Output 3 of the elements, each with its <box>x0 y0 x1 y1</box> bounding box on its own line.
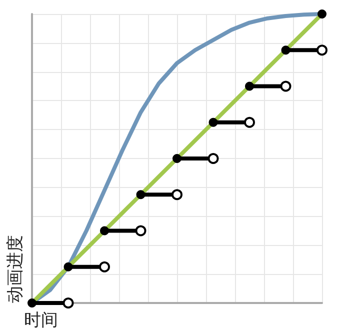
x-axis-title: 时间 <box>24 310 58 330</box>
y-axis-title: 动画进度 <box>6 235 26 303</box>
point <box>318 10 326 18</box>
